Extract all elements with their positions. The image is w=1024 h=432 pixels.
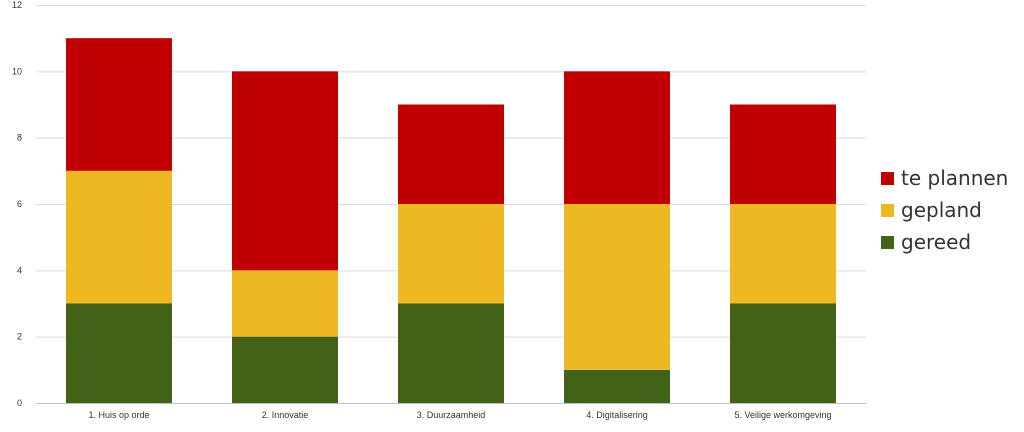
x-category-label-3: 3. Duurzaamheid: [417, 410, 486, 420]
bar-gepland-1: [66, 170, 172, 304]
bar-gereed-5: [730, 303, 836, 403]
legend-label-gereed: gereed: [901, 230, 971, 254]
y-tick-label-6: 6: [17, 199, 22, 209]
legend-swatch-te-plannen: [881, 172, 894, 185]
x-category-label-5: 5. Veilige werkomgeving: [734, 410, 831, 420]
legend-swatch-gereed: [881, 236, 894, 249]
bar-gepland-4: [564, 204, 670, 370]
bar-te-plannen-5: [730, 104, 836, 204]
x-category-label-4: 4. Digitalisering: [586, 410, 648, 420]
x-axis-category-labels: 1. Huis op orde 2. Innovatie 3. Duurzaamhe…: [88, 410, 831, 420]
bar-te-plannen-2: [232, 71, 338, 271]
x-category-label-1: 1. Huis op orde: [88, 410, 149, 420]
y-tick-label-4: 4: [17, 265, 22, 275]
y-tick-label-2: 2: [17, 332, 22, 342]
bar-gepland-3: [398, 204, 504, 304]
y-axis-tick-labels: 0 2 4 6 8 10 12: [12, 0, 22, 408]
y-tick-label-10: 10: [12, 66, 22, 76]
x-category-label-2: 2. Innovatie: [262, 410, 309, 420]
legend-label-te-plannen: te plannen: [901, 166, 1008, 190]
y-tick-label-8: 8: [17, 133, 22, 143]
bar-gepland-5: [730, 204, 836, 304]
bar-gereed-1: [66, 303, 172, 403]
bar-te-plannen-3: [398, 104, 504, 204]
bar-gepland-2: [232, 270, 338, 337]
legend-label-gepland: gepland: [901, 198, 982, 222]
bar-gereed-4: [564, 369, 670, 403]
legend: te plannen gepland gereed: [881, 166, 1008, 254]
y-tick-label-0: 0: [17, 398, 22, 408]
bars: [66, 38, 836, 403]
bar-te-plannen-4: [564, 71, 670, 204]
bar-gereed-3: [398, 303, 504, 403]
y-tick-label-12: 12: [12, 0, 22, 10]
bar-te-plannen-1: [66, 38, 172, 171]
legend-swatch-gepland: [881, 204, 894, 217]
bar-gereed-2: [232, 336, 338, 403]
